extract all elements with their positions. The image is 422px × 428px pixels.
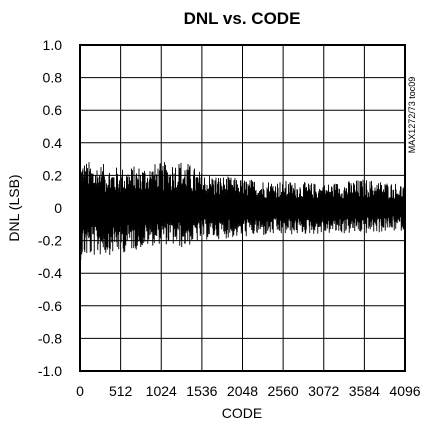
y-tick-label-4: 0.2 bbox=[43, 167, 63, 183]
plot-frame bbox=[79, 44, 406, 372]
grid bbox=[79, 44, 406, 372]
part-code-label: MAX1272/73 toc09 bbox=[407, 77, 417, 154]
y-tick-label-5: 0 bbox=[54, 200, 62, 216]
x-tick-label-4: 2048 bbox=[227, 383, 258, 399]
y-tick-label-6: -0.2 bbox=[38, 233, 62, 249]
x-tick-label-2: 1024 bbox=[146, 383, 177, 399]
x-tick-label-6: 3072 bbox=[308, 383, 339, 399]
x-tick-label-7: 3584 bbox=[349, 383, 380, 399]
x-tick-labels: 0 512 1024 1536 2048 2560 3072 3584 4096 bbox=[76, 383, 421, 399]
y-tick-labels: 1.0 0.8 0.6 0.4 0.2 0 -0.2 -0.4 -0.6 -0.8 -1.0 bbox=[38, 37, 62, 379]
x-tick-label-3: 1536 bbox=[186, 383, 217, 399]
x-tick-label-8: 4096 bbox=[389, 383, 420, 399]
dnl-trace bbox=[79, 162, 406, 260]
y-tick-label-7: -0.4 bbox=[38, 265, 62, 281]
y-tick-label-9: -0.8 bbox=[38, 330, 62, 346]
chart-title: DNL vs. CODE bbox=[184, 9, 301, 28]
y-tick-label-0: 1.0 bbox=[43, 37, 63, 53]
y-tick-label-10: -1.0 bbox=[38, 363, 62, 379]
dnl-series-line bbox=[79, 162, 406, 260]
y-tick-label-8: -0.6 bbox=[38, 298, 62, 314]
y-tick-label-1: 0.8 bbox=[43, 70, 63, 86]
y-axis-label: DNL (LSB) bbox=[6, 174, 22, 241]
y-tick-label-3: 0.4 bbox=[43, 135, 63, 151]
x-axis-label: CODE bbox=[222, 405, 262, 421]
x-tick-label-5: 2560 bbox=[268, 383, 299, 399]
y-tick-label-2: 0.6 bbox=[43, 102, 63, 118]
x-tick-label-0: 0 bbox=[76, 383, 84, 399]
x-tick-label-1: 512 bbox=[109, 383, 133, 399]
